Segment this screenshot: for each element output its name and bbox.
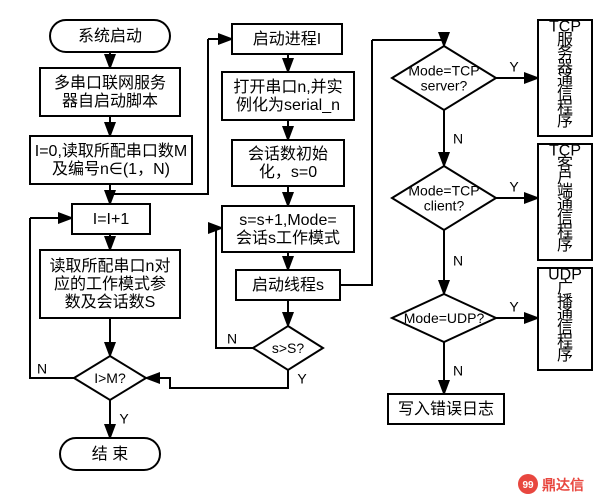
svg-text:N: N xyxy=(453,131,463,147)
svg-text:启动线程s: 启动线程s xyxy=(252,276,324,294)
svg-text:N: N xyxy=(37,361,47,377)
svg-text:s=s+1,Mode=会话s工作模式: s=s+1,Mode=会话s工作模式 xyxy=(236,212,340,247)
svg-text:N: N xyxy=(453,253,463,269)
svg-text:99: 99 xyxy=(522,480,534,491)
svg-text:读取所配串口n对应的工作模式参数及会话数S: 读取所配串口n对应的工作模式参数及会话数S xyxy=(50,257,171,311)
svg-text:Y: Y xyxy=(297,371,307,387)
svg-text:写入错误日志: 写入错误日志 xyxy=(398,400,494,418)
svg-text:多串口联网服务器自启动脚本: 多串口联网服务器自启动脚本 xyxy=(54,74,166,110)
svg-text:I=I+1: I=I+1 xyxy=(93,211,130,228)
svg-text:I=0,读取所配串口数M及编号n∈(1，N): I=0,读取所配串口数M及编号n∈(1，N) xyxy=(35,142,187,178)
svg-text:启动进程I: 启动进程I xyxy=(253,30,321,48)
svg-text:N: N xyxy=(227,331,237,347)
svg-text:Y: Y xyxy=(509,59,519,75)
svg-text:打开串口n,并实例化为serial_n: 打开串口n,并实例化为serial_n xyxy=(233,78,342,114)
svg-text:s>S?: s>S? xyxy=(272,340,305,356)
svg-text:N: N xyxy=(453,363,463,379)
svg-text:Mode=UDP?: Mode=UDP? xyxy=(404,310,485,326)
svg-text:结 束: 结 束 xyxy=(92,445,128,463)
watermark-text: 鼎达信 xyxy=(542,477,584,493)
svg-text:系统启动: 系统启动 xyxy=(78,27,142,45)
svg-text:Y: Y xyxy=(119,411,129,427)
svg-text:Y: Y xyxy=(509,299,519,315)
svg-text:会话数初始化，s=0: 会话数初始化，s=0 xyxy=(248,145,328,181)
svg-text:I>M?: I>M? xyxy=(94,370,126,386)
svg-text:Y: Y xyxy=(509,179,519,195)
